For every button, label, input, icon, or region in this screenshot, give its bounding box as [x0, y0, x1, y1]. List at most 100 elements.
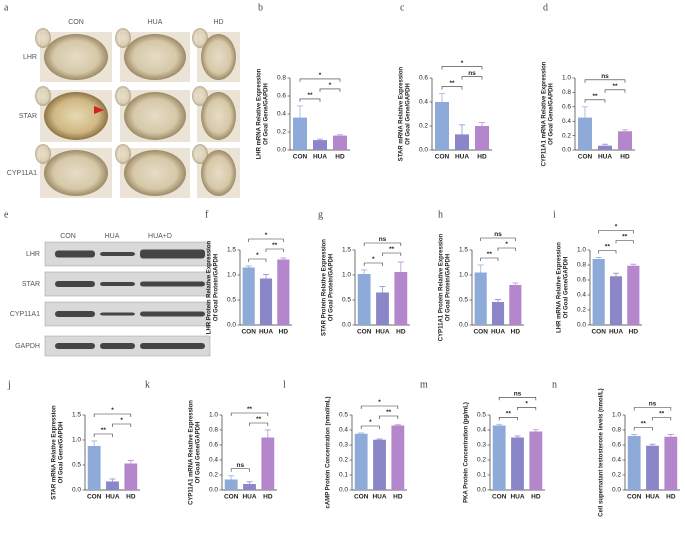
error-bar: [477, 264, 484, 273]
bar: [357, 274, 371, 325]
column-header: HUA+D: [148, 233, 172, 240]
y-tick-label: 0.0: [342, 322, 351, 329]
y-tick-label: 0.5: [459, 297, 468, 304]
row-label: STAR: [22, 281, 40, 288]
blot-band: [140, 281, 205, 287]
tubule: [201, 150, 236, 196]
tubule-edge: [115, 86, 131, 106]
blot-band: [100, 343, 135, 349]
y-axis-label: Of Goal Gene/GAPDH: [406, 83, 412, 145]
blot-band: [140, 311, 205, 317]
bar: [391, 425, 405, 490]
error-bar: [479, 121, 485, 126]
panel-letter: m: [420, 379, 428, 390]
error-bar: [317, 138, 323, 141]
error-bar: [297, 105, 303, 118]
error-bar: [337, 134, 343, 136]
x-tick-label: CON: [492, 494, 507, 501]
x-tick-label: HD: [620, 154, 630, 161]
bar: [242, 267, 255, 325]
y-tick-label: 0.0: [227, 322, 236, 329]
bar: [627, 265, 640, 325]
panel-letter: j: [7, 379, 11, 390]
y-axis-label: CYP11A1 mRNA Relative Expression: [542, 61, 548, 166]
bar: [592, 259, 605, 325]
significance-bracket: [498, 417, 518, 421]
x-tick-label: HUA: [598, 154, 612, 161]
error-bar: [602, 143, 608, 146]
bar: [474, 272, 487, 325]
y-tick-label: 1.0: [577, 247, 586, 254]
row-label: CYP11A1: [10, 311, 40, 318]
significance-label: ns: [237, 462, 245, 469]
significance-label: ns: [379, 236, 387, 243]
bar: [224, 479, 238, 490]
y-tick-label: 0.2: [339, 457, 348, 464]
y-tick-label: 0.2: [577, 307, 586, 314]
y-tick-label: 0.8: [562, 89, 571, 96]
error-bar: [91, 440, 98, 446]
significance-label: *: [615, 224, 618, 231]
panel-letter: g: [318, 209, 323, 220]
significance-label: **: [101, 427, 107, 434]
y-axis-label: cAMP Protein Concentration (nmol/mL): [326, 397, 332, 509]
significance-label: **: [612, 83, 618, 90]
x-tick-label: HD: [335, 154, 345, 161]
blot-band: [55, 311, 95, 317]
y-axis-label: Of Goal Protein/GAPDH: [214, 254, 220, 321]
error-bar: [595, 257, 602, 259]
error-bar: [246, 481, 253, 484]
significance-bracket: [93, 433, 113, 437]
x-tick-label: CON: [354, 494, 369, 501]
tubule: [44, 34, 108, 80]
y-tick-label: 1.0: [612, 412, 621, 419]
bar: [333, 135, 347, 150]
bar: [243, 484, 256, 490]
panel-letter: e: [4, 209, 9, 220]
y-tick-label: 0.8: [277, 75, 286, 82]
significance-label: *: [369, 419, 372, 426]
y-tick-label: 0.4: [209, 457, 218, 464]
tubule: [124, 150, 186, 196]
y-tick-label: 0.6: [562, 104, 571, 111]
x-tick-label: HUA: [645, 494, 659, 501]
row-label: GAPDH: [15, 343, 40, 350]
error-bar: [613, 272, 619, 277]
significance-bracket: [360, 405, 399, 409]
x-tick-label: HD: [629, 329, 639, 336]
bar: [277, 259, 290, 325]
y-tick-label: 0.3: [339, 442, 348, 449]
bar: [598, 145, 612, 150]
y-tick-label: 0.8: [577, 262, 586, 269]
bar: [492, 425, 506, 490]
y-axis-label: CYP11A1 Protein Relative Expression: [439, 233, 445, 341]
blot-band: [100, 282, 135, 286]
arrow: [94, 106, 104, 114]
y-tick-label: 0.0: [577, 322, 586, 329]
bar: [124, 463, 138, 490]
significance-bracket: [93, 413, 132, 417]
y-axis-label: STAR mRNA Relative Expression: [52, 405, 58, 500]
significance-bracket: [461, 76, 483, 80]
x-tick-label: HD: [511, 329, 521, 336]
error-bar: [649, 443, 656, 446]
y-tick-label: 0.5: [339, 412, 348, 419]
y-axis-label: CYP11A1 mRNA Relative Expression: [189, 400, 195, 505]
tubule-edge: [192, 86, 208, 106]
bar: [435, 102, 449, 150]
significance-label: **: [247, 406, 253, 413]
y-tick-label: 0.4: [419, 99, 428, 106]
significance-bracket: [652, 417, 672, 421]
significance-bracket: [363, 262, 383, 266]
x-tick-label: CON: [578, 154, 593, 161]
y-tick-label: 1.0: [562, 75, 571, 82]
x-tick-label: HUA: [609, 329, 623, 336]
significance-label: **: [506, 411, 512, 418]
x-tick-label: HUA: [105, 494, 119, 501]
y-axis-label: Of Goal Gene/GAPDH: [549, 83, 555, 145]
error-bar: [514, 435, 521, 438]
bar: [87, 446, 101, 490]
panel-letter: d: [543, 2, 548, 13]
bar: [259, 278, 273, 325]
panel-letter: a: [4, 2, 9, 13]
